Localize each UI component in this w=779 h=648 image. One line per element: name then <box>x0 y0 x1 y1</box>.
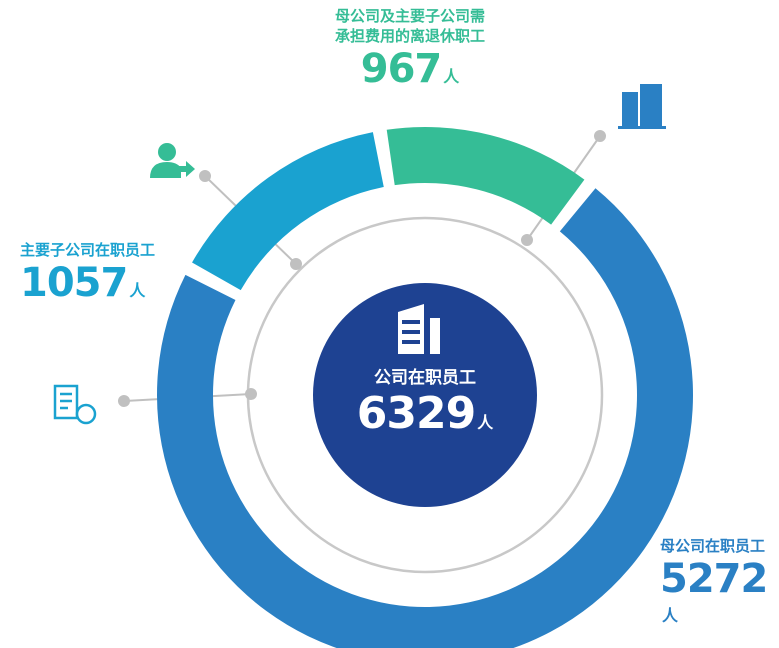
value-row: 6329 人 <box>345 388 505 439</box>
unit: 人 <box>662 606 679 625</box>
center-icon <box>398 304 440 354</box>
value-row: 1057 人 <box>20 260 155 306</box>
value-label: 5272 <box>660 556 768 602</box>
donut-segment <box>386 126 585 225</box>
unit: 人 <box>129 281 146 300</box>
unit: 人 <box>477 413 494 432</box>
label: 母公司在职员工 5272 人 <box>660 536 779 626</box>
label: 主要子公司在职员工 1057 人 <box>20 240 155 306</box>
center-name: 公司在职员工 <box>374 368 476 388</box>
donut-segment <box>157 188 693 648</box>
value-row: 5272 人 <box>660 556 779 626</box>
icon-part <box>402 320 420 324</box>
leaders <box>118 130 606 407</box>
icon-part <box>402 330 420 334</box>
value-row: 967 人 <box>330 46 490 92</box>
icon-part <box>402 340 420 344</box>
center-value: 6329 <box>356 388 476 439</box>
unit: 人 <box>443 67 460 86</box>
building-icon <box>618 84 666 129</box>
retire-icon <box>150 143 195 178</box>
category-name: 主要子公司在职员工 <box>20 241 156 259</box>
center-label: 公司在职员工 6329 人 <box>345 368 505 439</box>
category-name: 母公司及主要子公司需承担费用的离退休职工 <box>334 7 485 45</box>
value-label: 967 <box>360 46 442 92</box>
donut-segment <box>192 132 384 291</box>
value-label: 1057 <box>20 260 128 306</box>
center-circle <box>313 283 537 507</box>
label: 母公司及主要子公司需承担费用的离退休职工 967 人 <box>330 6 490 92</box>
category-name: 母公司在职员工 <box>660 537 766 555</box>
sub-icon <box>53 384 97 425</box>
